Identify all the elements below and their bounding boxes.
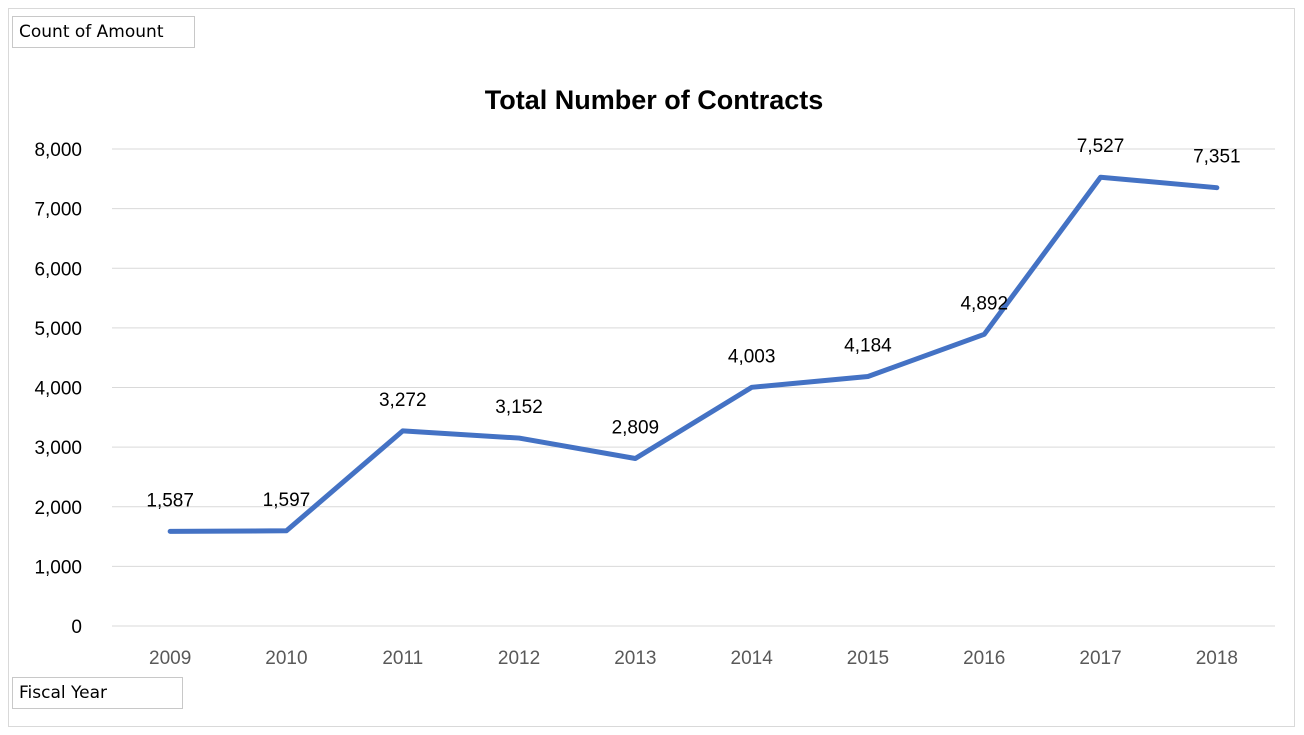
x-tick-label: 2012 (498, 648, 540, 669)
value-field-button[interactable]: Count of Amount (12, 16, 195, 48)
x-axis: 2009 2010 2011 2012 2013 2014 2015 2016 2017 2018 (149, 648, 1238, 669)
x-tick-label: 2010 (265, 648, 307, 669)
data-label: 2,809 (612, 418, 660, 439)
y-tick-label: 5,000 (34, 319, 82, 340)
y-tick-label: 4,000 (34, 379, 82, 400)
x-tick-label: 2015 (847, 648, 889, 669)
series-line-group (167, 174, 1220, 534)
data-label: 7,527 (1077, 136, 1125, 157)
x-tick-label: 2017 (1079, 648, 1121, 669)
data-label: 7,351 (1193, 147, 1241, 168)
y-tick-label: 1,000 (34, 557, 82, 578)
data-label: 4,892 (960, 293, 1008, 314)
data-label: 1,597 (263, 490, 311, 511)
y-tick-label: 6,000 (34, 259, 82, 280)
data-label: 3,152 (495, 397, 543, 418)
x-tick-label: 2011 (382, 648, 423, 669)
data-label: 3,272 (379, 390, 427, 411)
y-axis: 0 1,000 2,000 3,000 4,000 5,000 6,000 7,000 8,00… (34, 140, 82, 638)
data-label: 4,184 (844, 336, 892, 357)
chart-area (8, 8, 1295, 727)
x-tick-label: 2014 (731, 648, 774, 669)
x-tick-label: 2013 (614, 648, 656, 669)
x-tick-label: 2009 (149, 648, 191, 669)
y-tick-label: 2,000 (34, 498, 82, 519)
x-tick-label: 2016 (963, 648, 1005, 669)
y-tick-label: 8,000 (34, 140, 82, 161)
series-line (167, 174, 1220, 534)
axis-field-button[interactable]: Fiscal Year (12, 677, 183, 709)
y-tick-label: 3,000 (34, 438, 82, 459)
gridlines (112, 148, 1275, 627)
y-tick-label: 0 (71, 617, 82, 638)
x-tick-label: 2018 (1196, 648, 1238, 669)
data-labels: 1,587 1,597 3,272 3,152 2,809 4,003 4,184 4,892… (146, 136, 1241, 532)
chart-title: Total Number of Contracts (485, 85, 824, 115)
data-label: 1,587 (146, 490, 194, 511)
y-tick-label: 7,000 (34, 200, 82, 221)
data-label: 4,003 (728, 346, 776, 367)
